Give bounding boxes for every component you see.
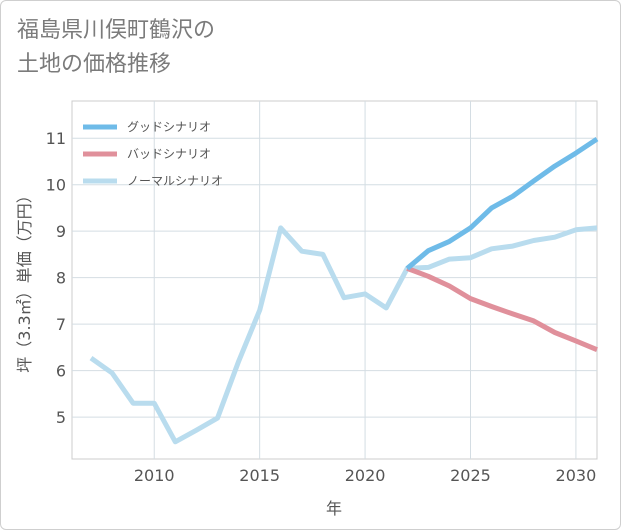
legend-label-2: ノーマルシナリオ	[127, 174, 223, 188]
series-line-0	[405, 137, 599, 271]
legend-label-1: バッドシナリオ	[127, 147, 211, 161]
series-line-1	[406, 266, 598, 353]
x-tick-label: 2025	[450, 466, 491, 485]
x-tick-label: 2020	[345, 466, 386, 485]
x-tick-label: 2015	[239, 466, 280, 485]
y-tick-label: 11	[46, 129, 66, 148]
series-line-2	[89, 225, 598, 445]
chart-title: 福島県川俣町鶴沢の 土地の価格推移	[17, 14, 215, 82]
x-tick-label: 2030	[556, 466, 597, 485]
y-tick-label: 10	[46, 176, 66, 195]
x-axis-label: 年	[326, 499, 342, 518]
x-tick-label: 2010	[134, 466, 175, 485]
y-axis-label: 坪（3.3㎡）単価（万円）	[15, 187, 34, 372]
tick-labels: 2010 2015 2020 2025 2030 5 6 7 8 9 10 11	[46, 129, 597, 485]
y-tick-label: 5	[56, 408, 66, 427]
series-lines	[89, 137, 599, 445]
chart-title-line-1: 福島県川俣町鶴沢の	[17, 18, 216, 43]
legend-label-0: グッドシナリオ	[127, 120, 211, 134]
y-tick-label: 8	[56, 269, 66, 288]
y-tick-label: 7	[56, 315, 66, 334]
y-tick-label: 6	[56, 362, 66, 381]
chart-title-line-2: 土地の価格推移	[17, 52, 172, 77]
y-tick-label: 9	[56, 222, 66, 241]
